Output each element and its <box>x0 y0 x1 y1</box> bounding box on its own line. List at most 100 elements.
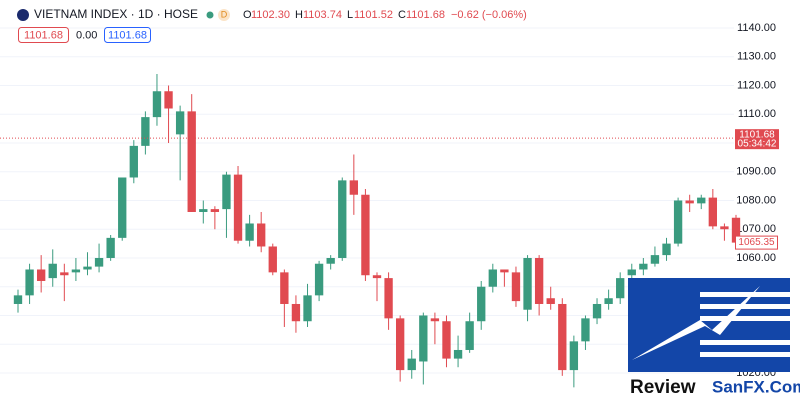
candle-body <box>488 269 497 287</box>
candle-body <box>129 145 138 178</box>
bid-box[interactable] <box>18 27 69 43</box>
ohlc-label: O <box>243 9 252 21</box>
candle-body <box>465 321 474 350</box>
candle-body <box>639 263 648 270</box>
ohlc-label: C <box>398 9 406 21</box>
candle-body <box>338 180 347 258</box>
close-tag <box>735 235 778 250</box>
candle-body <box>650 255 660 264</box>
y-tick-label: 1060.00 <box>736 252 776 264</box>
bid[interactable]: 1101.68 <box>24 29 63 41</box>
candle-body <box>314 263 324 296</box>
ohlc-value: 1101.68 <box>406 9 445 21</box>
ask-box[interactable] <box>104 27 151 43</box>
candle-body <box>349 180 359 195</box>
candle-body <box>94 257 104 267</box>
candle-body <box>175 111 185 135</box>
candle-body <box>627 269 636 276</box>
candle-body <box>303 295 312 322</box>
candle-body <box>164 91 173 109</box>
logo-stripe <box>700 304 790 309</box>
spread: 0.00 <box>76 29 97 41</box>
candle-body <box>419 315 428 362</box>
ask[interactable]: 1101.68 <box>108 29 147 41</box>
candle-body <box>453 349 463 359</box>
candle-body <box>673 200 683 244</box>
candle-body <box>291 303 301 322</box>
candle-body <box>326 257 335 264</box>
candle-body <box>731 217 741 243</box>
candle-body <box>697 197 706 204</box>
candle-body <box>48 263 57 279</box>
candle-body <box>106 237 115 258</box>
candle-body <box>83 266 92 270</box>
status-dot <box>206 11 214 19</box>
candle-body <box>685 200 694 204</box>
ohlc-value: 1103.74 <box>303 9 342 21</box>
candle-body <box>361 194 370 276</box>
symbol-icon <box>17 9 29 21</box>
y-tick-label: 1070.00 <box>736 223 776 235</box>
candle-body <box>257 223 266 247</box>
candle-body <box>477 286 486 322</box>
y-tick-label: 1080.00 <box>736 194 776 206</box>
countdown: 05:34:42 <box>738 138 777 149</box>
candle-body <box>662 243 671 256</box>
candle-body <box>152 91 162 118</box>
watermark: Review SanFX.Com <box>628 278 800 398</box>
candle-body <box>500 269 509 273</box>
candle-body <box>71 269 81 273</box>
candle-body <box>233 174 243 241</box>
y-tick-label: 1090.00 <box>736 166 776 178</box>
change: −0.62 (−0.06%) <box>451 9 527 21</box>
candle-body <box>245 223 254 241</box>
candle-body <box>534 257 544 304</box>
candle-body <box>581 318 590 342</box>
y-tick-label: 1140.00 <box>737 22 776 34</box>
candle-body <box>268 246 277 273</box>
logo-arrow <box>632 286 760 360</box>
y-tick-label: 1120.00 <box>737 79 776 91</box>
last-price-tag <box>735 129 779 150</box>
candle-body <box>395 318 405 371</box>
symbol: VIETNAM INDEX · 1D · HOSE <box>34 7 198 21</box>
logo-stripe <box>700 340 790 345</box>
watermark-text: Review <box>630 377 696 398</box>
y-tick-label: 1130.00 <box>737 51 776 63</box>
logo-stripe <box>700 292 790 297</box>
header: VIETNAM INDEX · 1D · HOSE D O 1102.30 H … <box>17 7 527 43</box>
candle-body <box>407 358 416 371</box>
logo-stripe <box>700 352 790 357</box>
candles <box>13 73 741 388</box>
close-label: 1065.35 <box>738 237 775 248</box>
candle-body <box>442 321 451 359</box>
candle-body <box>60 272 69 276</box>
ohlc-value: 1102.30 <box>251 9 290 21</box>
candle-body <box>430 318 440 322</box>
watermark-text: SanFX.Com <box>712 377 800 396</box>
candle-body <box>210 209 220 212</box>
candle-body <box>708 197 718 227</box>
candle-body <box>604 298 613 304</box>
candle-body <box>372 275 382 279</box>
logo-stripe <box>700 316 790 321</box>
candle-body <box>187 111 196 212</box>
candle-body <box>569 341 579 371</box>
candle-body <box>118 177 127 238</box>
candle-body <box>222 174 231 210</box>
y-tick-label: 1110.00 <box>738 108 776 120</box>
ohlc-label: L <box>347 9 353 21</box>
ohlc-value: 1101.52 <box>354 9 393 21</box>
candle-body <box>558 303 567 371</box>
candle-body <box>720 226 729 230</box>
badge-circle <box>218 9 230 21</box>
candle-body <box>141 117 150 146</box>
candle-body <box>25 269 34 296</box>
candle-body <box>36 269 46 281</box>
ohlc-label: H <box>295 9 303 21</box>
badge: D <box>221 9 228 19</box>
last-price-label: 1101.68 <box>739 129 775 140</box>
candle-body <box>384 278 393 319</box>
